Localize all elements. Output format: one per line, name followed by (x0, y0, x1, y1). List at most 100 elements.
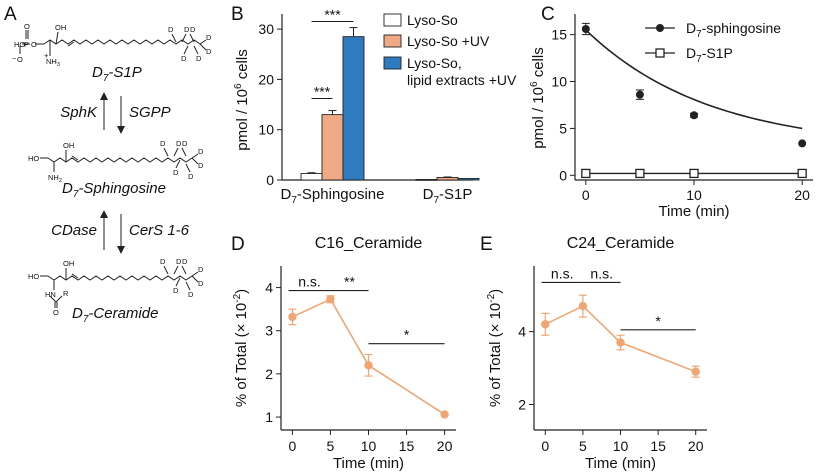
y-tick-label: 4 (265, 280, 273, 296)
data-point (635, 90, 644, 99)
x-tick-label: 5 (579, 438, 587, 454)
significance-mark: * (655, 313, 661, 329)
atom-nh3: NH3 (46, 57, 60, 68)
atom-ho: HO (28, 272, 39, 281)
atom-oh: OH (63, 259, 74, 268)
x-tick-label: 15 (650, 438, 666, 454)
data-point (440, 410, 449, 419)
data-point (616, 338, 625, 347)
legend-swatch (383, 56, 402, 70)
x-tick-label: 15 (399, 438, 415, 454)
atom-d: D (176, 139, 182, 148)
y-tick-label: 5 (559, 120, 567, 136)
y-axis-title: pmol / 106 cells (233, 49, 251, 150)
significance-mark: *** (314, 84, 331, 100)
x-tick-label: 10 (686, 187, 702, 203)
atom-hn: HN (45, 290, 56, 299)
atom-ho: HO (28, 154, 39, 163)
x-tick-label: 10 (361, 438, 377, 454)
y-tick-label: 3 (265, 323, 273, 339)
enzyme-cdase: CDase (51, 222, 97, 239)
legend-swatch (383, 34, 402, 48)
atom-d: D (168, 25, 174, 34)
x-tick-label: D7-S1P (423, 186, 473, 206)
data-point (581, 25, 590, 34)
legend-swatch (383, 13, 402, 27)
x-tick-label: 0 (541, 438, 549, 454)
y-tick-label: 30 (258, 21, 274, 37)
data-point (326, 295, 335, 304)
panel-letter-a: A (4, 4, 17, 25)
atom-d: D (196, 54, 202, 63)
atom-oh: OH (55, 23, 66, 32)
sphingosine-structure (40, 147, 199, 173)
bar (321, 114, 344, 181)
ceramide-structure (40, 265, 199, 308)
y-axis-title: % of Total (× 10-2) (486, 289, 504, 407)
line-chart-c: 0 5 10 15 0 10 20 Time (min) pmol / 106 cells D7-… (529, 14, 813, 220)
bar (436, 177, 459, 181)
bar-chart-b: 0 10 20 30 pmol / 106 cells D7-Sphingosine D7-… (233, 7, 517, 206)
line-chart-e: 2 4 0 5 10 15 20 Time (min) C24_Ceramide % of Tot… (486, 235, 707, 472)
atom-ho: HO (14, 40, 25, 49)
y-tick-label: 1 (265, 409, 273, 425)
atom-o: O (53, 308, 59, 317)
legend-marker (656, 24, 664, 32)
atom-d: D (198, 147, 204, 156)
atom-labels: HO P O O O − OH NH3 + D D D D D D D HO O… (12, 22, 212, 317)
x-tick-label: 0 (582, 187, 590, 203)
enzyme-sphk: SphK (60, 104, 98, 121)
atom-d: D (190, 25, 196, 34)
significance-mark: ** (344, 274, 355, 290)
y-tick-label: 2 (518, 396, 526, 412)
y-axis-title: pmol / 106 cells (529, 47, 547, 148)
data-point (689, 168, 699, 179)
atom-d: D (184, 25, 190, 34)
atom-nh2: NH2 (48, 173, 62, 184)
label-d7-ceramide: D7-Ceramide (72, 305, 158, 325)
legend-label: Lyso-So +UV (407, 33, 490, 49)
legend-marker (655, 48, 665, 58)
data-point (798, 139, 807, 148)
atom-o: O (17, 55, 23, 64)
label-d7-s1p: D7-S1P (92, 64, 142, 84)
atom-d: D (176, 257, 182, 266)
atom-o: O (31, 40, 37, 49)
y-tick-label: 2 (265, 366, 273, 382)
data-point (541, 320, 550, 329)
legend-label: D7-S1P (686, 45, 733, 65)
y-tick-label: 0 (559, 167, 567, 183)
data-point (797, 168, 807, 179)
line-chart-d: 1 2 3 4 0 5 10 15 20 Time (min) C16_Ceramide % of T… (232, 235, 456, 472)
y-tick-label: 0 (266, 172, 274, 188)
atom-d: D (206, 47, 212, 56)
panel-letter-e: E (480, 234, 493, 255)
atom-o: O (24, 22, 30, 31)
data-point (364, 361, 373, 370)
atom-r: R (63, 289, 69, 298)
x-tick-label: 10 (613, 438, 629, 454)
y-tick-label: 4 (518, 324, 526, 340)
y-tick-label: 15 (551, 27, 567, 43)
atom-oh: OH (63, 141, 74, 150)
significance-mark: *** (324, 7, 341, 23)
x-axis-title: Time (min) (585, 455, 656, 472)
pathway-panel (19, 30, 207, 308)
fit-curve (585, 29, 803, 130)
x-tick-label: D7-Sphingosine (281, 186, 385, 206)
bar (300, 173, 323, 181)
atom-plus: + (44, 51, 49, 60)
x-tick-label: 20 (437, 438, 453, 454)
y-tick-label: 10 (551, 74, 567, 90)
atom-d: D (182, 257, 188, 266)
x-tick-label: 20 (688, 438, 704, 454)
atom-p: P (24, 40, 29, 49)
chart-title: C24_Ceramide (567, 235, 675, 252)
legend-label: D7-sphingosine (686, 20, 781, 40)
enzyme-cers: CerS 1-6 (129, 222, 190, 239)
atom-d: D (198, 161, 204, 170)
significance-mark: n.s. (590, 265, 613, 281)
bar (457, 178, 480, 181)
panel-letter-d: D (231, 234, 245, 255)
chart-title: C16_Ceramide (315, 235, 423, 252)
